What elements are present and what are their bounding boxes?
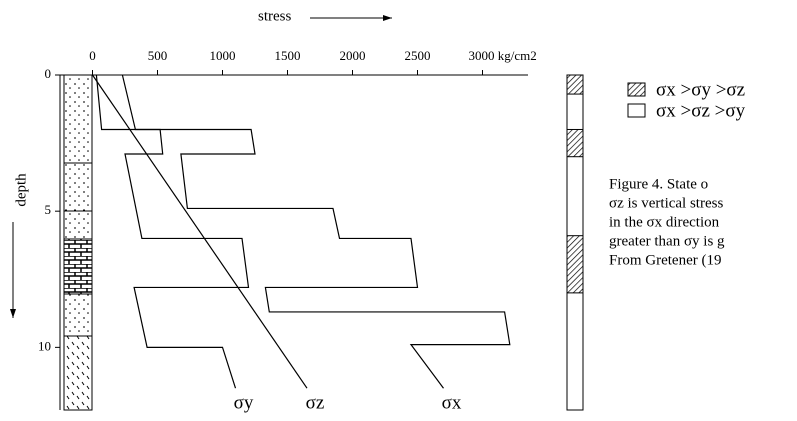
y-tick-label: 10 [38, 338, 51, 353]
caption-line: From Gretener (19 [609, 252, 721, 268]
stress-profile [95, 74, 250, 389]
caption-line: greater than σy is g [609, 233, 725, 249]
x-tick-label: 2500 [405, 48, 431, 63]
y-axis-title: depth [10, 173, 29, 318]
x-tick-label: 2000 [340, 48, 366, 63]
regime-interval [566, 74, 584, 95]
y-tick-label: 5 [45, 202, 52, 217]
y-axis-label: depth [13, 173, 29, 207]
x-tick-label: 0 [89, 48, 96, 63]
lithology-column [63, 74, 93, 411]
x-tick-label: 3000 kg/cm2 [469, 48, 537, 63]
regime-interval [566, 235, 584, 294]
series-label: σz [306, 393, 325, 414]
x-tick-label: 1000 [210, 48, 236, 63]
y-tick-label: 0 [45, 66, 52, 81]
legend-swatch [627, 82, 646, 97]
caption-line: Figure 4. State o [609, 176, 708, 192]
legend-swatch [627, 103, 646, 118]
regime-interval [566, 128, 584, 158]
series-label: σy [234, 393, 254, 414]
legend-label: σx >σy >σz [656, 79, 745, 100]
x-tick-label: 1500 [275, 48, 301, 63]
legend-label: σx >σz >σy [656, 100, 746, 121]
series-label: σx [442, 393, 462, 414]
caption-line: σz is vertical stress [609, 195, 723, 211]
stress-profile [121, 74, 511, 389]
caption: Figure 4. State o σz is vertical stress in… [609, 176, 725, 268]
x-axis-label: stress [258, 8, 291, 24]
caption-line: in the σx direction [609, 214, 720, 230]
x-axis-title: stress [258, 8, 392, 24]
x-tick-label: 500 [148, 48, 168, 63]
stress-profile [92, 74, 308, 389]
